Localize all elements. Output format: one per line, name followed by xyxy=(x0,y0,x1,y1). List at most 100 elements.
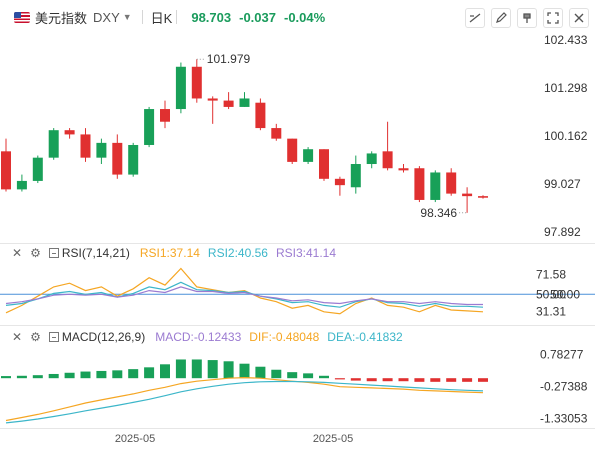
macd-histogram-bar xyxy=(191,359,202,379)
symbol-code[interactable]: DXY xyxy=(93,9,120,25)
rsi1-legend: RSI1:37.14 xyxy=(139,246,200,260)
macd-histogram-bar xyxy=(32,375,43,379)
macd-title: MACD(12,26,9) xyxy=(61,330,146,344)
macd-axis-tick: -0.27388 xyxy=(540,379,588,393)
macd-pane: 0.78277 -0.27388 -1.33053 xyxy=(1,348,588,425)
symbol-name[interactable]: 美元指数 xyxy=(35,10,88,26)
candle-body xyxy=(414,168,425,200)
macd-histogram-bar xyxy=(414,378,425,382)
rsi-pane: 71.58 50.00 31.31 50.00 xyxy=(0,267,595,319)
macd-histogram-bar xyxy=(271,369,282,379)
rsi2-legend: RSI2:40.56 xyxy=(207,246,268,260)
candle-body xyxy=(255,102,266,129)
macd-histogram-bar xyxy=(16,375,27,379)
low-price-label: 98.346 xyxy=(420,206,457,220)
macd-histogram-bar xyxy=(319,375,329,379)
macd-histogram-bar xyxy=(48,373,59,379)
dea-line xyxy=(5,380,484,424)
price-axis-tick: 102.433 xyxy=(544,33,588,47)
macd-histogram-bar xyxy=(430,378,441,382)
macd-histogram-bar xyxy=(175,359,186,379)
macd-histogram-bar xyxy=(350,378,361,381)
price-axis-tick: 100.162 xyxy=(544,129,588,143)
draw-line-icon[interactable] xyxy=(465,8,485,28)
dif-legend: DIF:-0.48048 xyxy=(249,330,320,344)
candle-body xyxy=(366,153,377,165)
candle-body xyxy=(430,172,441,200)
candle-body xyxy=(64,130,75,135)
candle-body xyxy=(96,142,107,158)
rsi-axis-tick: 71.58 xyxy=(536,267,566,281)
macd-histogram-bar xyxy=(287,372,298,379)
us-flag-icon xyxy=(14,11,30,23)
candle-body xyxy=(207,98,218,101)
macd-histogram-bar xyxy=(160,364,170,379)
macd-histogram-bar xyxy=(334,378,345,380)
rsi-overlap-label: 50.00 xyxy=(550,287,580,301)
macd-histogram-bar xyxy=(255,366,266,379)
rsi-line-rsi1 xyxy=(5,267,484,315)
candle-body xyxy=(1,151,11,190)
rsi-line-rsi2 xyxy=(5,281,484,308)
macd-histogram-bar xyxy=(462,378,473,382)
macd-histogram-bar xyxy=(1,376,11,379)
macd-histogram-bar xyxy=(382,378,393,382)
candle-body xyxy=(191,66,202,99)
candle-body xyxy=(303,149,314,162)
high-price-label: 101.979 xyxy=(207,52,251,66)
rsi3-legend: RSI3:41.14 xyxy=(275,246,337,260)
last-price: 98.703 xyxy=(191,9,232,25)
x-axis: 2025-05 2025-05 xyxy=(115,433,353,445)
collapse-icon[interactable] xyxy=(48,332,59,342)
candle-body xyxy=(319,149,329,179)
candle-body xyxy=(271,128,282,139)
x-axis-tick: 2025-05 xyxy=(313,433,353,445)
symbol-dropdown-icon[interactable]: ▼ xyxy=(122,12,132,22)
chart-header: 美元指数 DXY ▼ 日K 98.703 -0.037 -0.04% xyxy=(0,0,595,34)
price-change: -0.037 xyxy=(239,9,276,25)
macd-histogram-bar xyxy=(112,370,123,379)
macd-histogram-bar xyxy=(366,378,377,382)
collapse-icon[interactable] xyxy=(48,248,59,258)
price-pane: 102.433 101.298 100.162 99.027 97.892 101.979… xyxy=(1,33,588,239)
period-selector[interactable]: 日K xyxy=(150,10,173,26)
macd-histogram-bar xyxy=(207,360,218,379)
candle-body xyxy=(48,130,59,158)
rsi-title: RSI(7,14,21) xyxy=(61,246,130,260)
candle-body xyxy=(382,151,393,169)
candle-body xyxy=(478,196,488,198)
settings-icon[interactable]: ⚙ xyxy=(30,330,41,344)
candle-body xyxy=(223,100,234,107)
macd-axis-tick: -1.33053 xyxy=(540,411,588,425)
rsi-line-rsi3 xyxy=(5,286,483,306)
remove-indicator-icon[interactable]: ✕ xyxy=(12,330,23,344)
draw-pen-icon[interactable] xyxy=(491,8,511,28)
price-change-pct: -0.04% xyxy=(283,9,326,25)
dif-line xyxy=(5,376,484,422)
candle-body xyxy=(287,138,298,162)
remove-indicator-icon[interactable]: ✕ xyxy=(12,246,23,260)
macd-histogram-bar xyxy=(128,369,139,379)
candle-body xyxy=(80,134,91,158)
candle-body xyxy=(128,144,139,175)
candle-body xyxy=(16,180,27,190)
macd-histogram-bar xyxy=(64,372,75,379)
candle-body xyxy=(32,157,43,181)
macd-histogram-bar xyxy=(223,361,234,379)
candle-body xyxy=(446,172,457,194)
fullscreen-icon[interactable] xyxy=(543,8,563,28)
close-icon[interactable] xyxy=(569,8,589,28)
macd-histogram-bar xyxy=(303,373,314,379)
rsi-header: ✕ ⚙ RSI(7,14,21) RSI1:37.14 RSI2:40.56 R… xyxy=(12,245,336,261)
macd-histogram-bar xyxy=(398,378,409,382)
settings-icon[interactable]: ⚙ xyxy=(30,246,41,260)
rsi-axis-tick: 31.31 xyxy=(536,305,566,319)
macd-header: ✕ ⚙ MACD(12,26,9) MACD:-0.12433 DIF:-0.4… xyxy=(12,329,403,345)
macd-histogram-bar xyxy=(96,370,107,379)
macd-histogram-bar xyxy=(478,378,488,382)
macd-histogram-bar xyxy=(239,363,250,379)
paint-icon[interactable] xyxy=(517,8,537,28)
rsi-axis-tick: 50.00 xyxy=(536,287,566,301)
x-axis-tick: 2025-05 xyxy=(115,433,155,445)
